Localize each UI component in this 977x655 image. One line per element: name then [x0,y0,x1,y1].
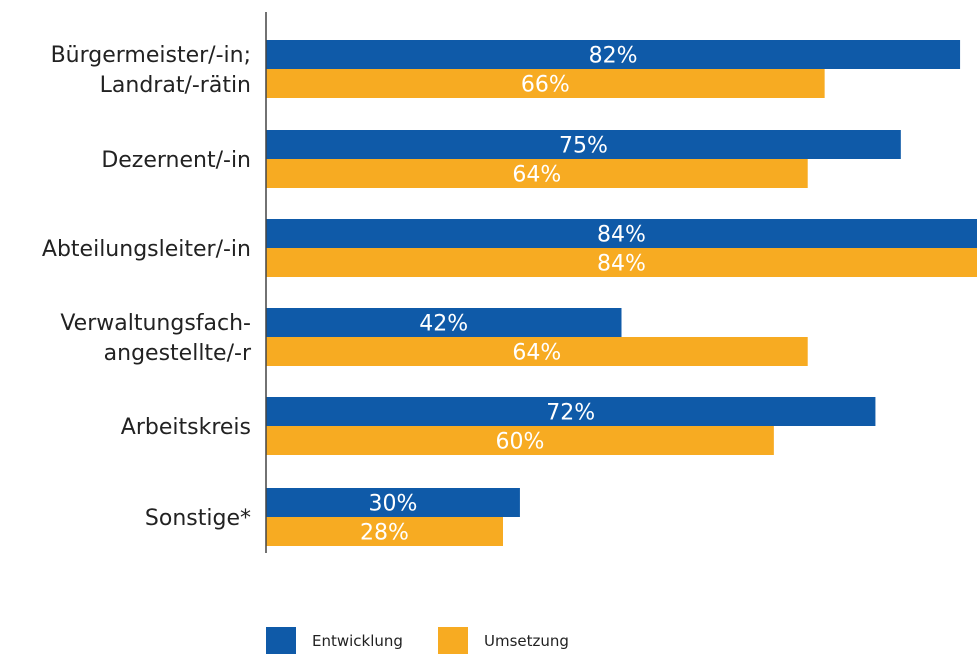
bar-entwicklung-4 [266,308,622,337]
bar-umsetzung-2 [266,159,808,188]
data-label-entwicklung-6: 30% [369,492,418,517]
category-label-1-line-1: Bürgermeister/-in; [51,43,251,68]
data-label-entwicklung-3: 84% [597,223,646,248]
data-label-entwicklung-1: 82% [589,44,638,69]
category-label-5: Arbeitskreis [121,415,251,440]
category-label-1-line-2: Landrat/-rätin [100,73,251,98]
bars-group: 82% 66% 75% 64% 84% 84% 42% 64% 72%60% 30% 28% [266,40,977,546]
bar-entwicklung-3 [266,219,977,248]
legend: Entwicklung Umsetzung [266,627,569,654]
bar-entwicklung-2 [266,130,901,159]
data-label-entwicklung-4: 42% [419,312,468,337]
bar-entwicklung-1 [266,40,961,69]
bar-umsetzung-4 [266,337,808,366]
data-label-umsetzung-4: 64% [512,341,561,366]
category-label-6: Sonstige* [145,506,251,531]
legend-label-umsetzung: Umsetzung [484,632,569,650]
data-label-umsetzung-5: 60% [495,430,544,455]
bar-entwicklung-6 [266,488,520,517]
legend-label-entwicklung: Entwicklung [312,632,403,650]
data-label-umsetzung-6: 28% [360,521,409,546]
data-label-umsetzung-2: 64% [512,163,561,188]
bar-umsetzung-6 [266,517,503,546]
data-label-entwicklung-2: 75% [559,134,608,159]
category-label-4-line-1: Verwaltungsfach- [60,311,251,336]
category-label-2: Dezernent/-in [101,148,251,173]
category-label-3: Abteilungsleiter/-in [42,237,251,262]
legend-swatch-umsetzung [438,627,468,654]
data-label-umsetzung-3: 84% [597,252,646,277]
category-labels-group: Bürgermeister/-in; Landrat/-rätin Dezernen… [42,43,252,531]
legend-swatch-entwicklung [266,627,296,654]
bar-umsetzung-1 [266,69,825,98]
category-label-4-line-2: angestellte/-r [104,341,252,366]
bar-entwicklung-5 [266,397,876,426]
bar-umsetzung-5 [266,426,774,455]
data-label-entwicklung-5: 72% [546,401,595,426]
data-label-umsetzung-1: 66% [521,73,570,98]
bar-umsetzung-3 [266,248,977,277]
